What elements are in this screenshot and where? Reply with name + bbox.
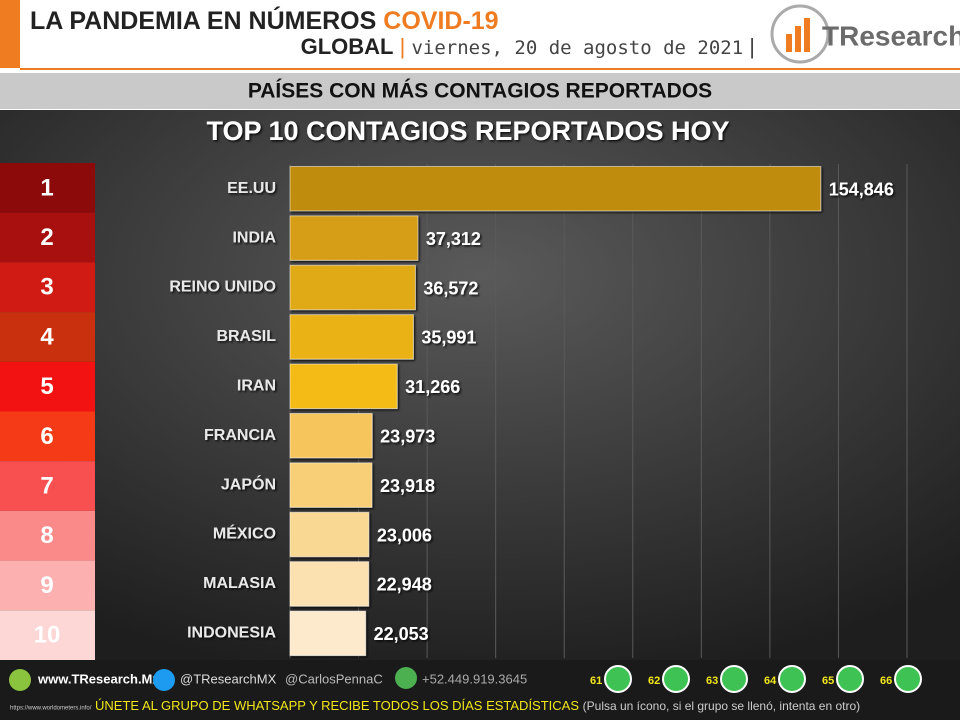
category-label: JAPÓN (221, 474, 276, 493)
join: ÚNETE AL GRUPO DE WHATSAPP Y RECIBE TODO… (95, 698, 579, 713)
title-main: LA PANDEMIA EN NÚMEROS (30, 5, 376, 35)
bar (289, 264, 416, 311)
rank-cell (0, 461, 95, 511)
bar (289, 511, 370, 558)
phone: +52.449.919.3645 (422, 671, 527, 686)
twitter-icon (153, 669, 175, 691)
group-number: 66 (880, 675, 892, 687)
rank-label: 5 (40, 373, 53, 400)
twitter[interactable]: @TResearchMX (180, 671, 277, 686)
category-label: IRAN (237, 378, 276, 395)
value-label: 23,006 (377, 525, 432, 545)
bar (289, 462, 373, 508)
bar (289, 215, 419, 261)
chart-title: TOP 10 CONTAGIOS REPORTADOS HOY (206, 116, 729, 146)
rank-cell (0, 163, 95, 213)
category-label: INDONESIA (187, 625, 276, 642)
title-highlight: COVID-19 (383, 7, 498, 35)
website[interactable]: www.TResearch.Mx (37, 671, 160, 686)
rank-cell (0, 560, 95, 611)
rank-cell (0, 312, 95, 362)
bar (289, 561, 370, 607)
rank-cell (0, 411, 95, 462)
category-label: FRANCIA (204, 427, 276, 444)
value-label: 31,266 (405, 377, 460, 397)
bar (289, 363, 398, 410)
bar (289, 165, 822, 212)
rank-label: 9 (40, 572, 53, 599)
whatsapp-groups: 61 62 63 64 65 66 (590, 665, 922, 693)
header-subtitle: GLOBAL | viernes, 20 de agosto de 2021 | (301, 34, 755, 59)
rank-cell (0, 262, 95, 313)
whatsapp-button[interactable] (836, 665, 864, 693)
twitter2[interactable]: @CarlosPennaC (285, 671, 383, 686)
header-title: LA PANDEMIA EN NÚMEROS COVID-19 (30, 5, 499, 35)
rank-label: 4 (40, 323, 54, 350)
value-label: 23,918 (380, 476, 435, 496)
rank-cell (0, 361, 95, 412)
phone-icon (395, 667, 417, 689)
category-label: REINO UNIDO (169, 279, 276, 296)
whatsapp-button[interactable] (720, 665, 748, 693)
group-number: 64 (764, 675, 777, 687)
group-number: 61 (590, 675, 602, 687)
category-label: MALASIA (203, 575, 276, 592)
rank-cell (0, 510, 95, 561)
category-label: MÉXICO (213, 524, 276, 543)
plot: 1 2 3 4 5 6 7 8 9 10 EE.UU 154,846 INDIA 37,312 REINO … (0, 163, 908, 660)
rank-label: 7 (40, 473, 53, 500)
rank-label: 8 (40, 522, 53, 549)
value-label: 22,053 (374, 624, 429, 644)
section-title: PAÍSES CON MÁS CONTAGIOS REPORTADOS (248, 80, 712, 103)
whatsapp-button[interactable] (604, 665, 632, 693)
whatsapp-button[interactable] (662, 665, 690, 693)
section-band (0, 73, 960, 109)
rank-label: 1 (40, 174, 53, 201)
value-label: 22,948 (377, 575, 432, 595)
logo: TResearch (770, 4, 960, 64)
rank-label: 10 (34, 622, 61, 649)
web-icon (9, 669, 31, 691)
whatsapp-button[interactable] (778, 665, 806, 693)
rank-label: 2 (40, 224, 53, 251)
category-label: EE.UU (227, 180, 276, 197)
rank-label: 3 (40, 274, 53, 301)
rank-cell (0, 610, 95, 660)
group-number: 62 (648, 675, 660, 687)
value-label: 35,991 (421, 328, 476, 348)
value-label: 154,846 (829, 179, 894, 199)
value-label: 37,312 (426, 229, 481, 249)
hint: (Pulsa un ícono, si el grupo se llenó, i… (583, 699, 861, 713)
rank-label: 6 (40, 423, 53, 450)
date: viernes, 20 de agosto de 2021 (411, 37, 743, 59)
source: https://www.worldometers.info/ (10, 706, 92, 712)
group-number: 63 (706, 675, 718, 687)
whatsapp-button[interactable] (894, 665, 922, 693)
footer-note: ÚNETE AL GRUPO DE WHATSAPP Y RECIBE TODO… (95, 698, 860, 713)
value-label: 36,572 (423, 278, 478, 298)
category-label: BRASIL (216, 328, 276, 345)
bar (289, 610, 367, 657)
logo-text: TResearch (822, 20, 960, 51)
category-label: INDIA (232, 229, 276, 246)
rank-cell (0, 212, 95, 263)
bar (289, 314, 414, 360)
scope: GLOBAL (301, 34, 394, 59)
header-accent (0, 0, 20, 68)
value-label: 23,973 (380, 426, 435, 446)
bar (289, 412, 373, 459)
group-number: 65 (822, 675, 834, 687)
